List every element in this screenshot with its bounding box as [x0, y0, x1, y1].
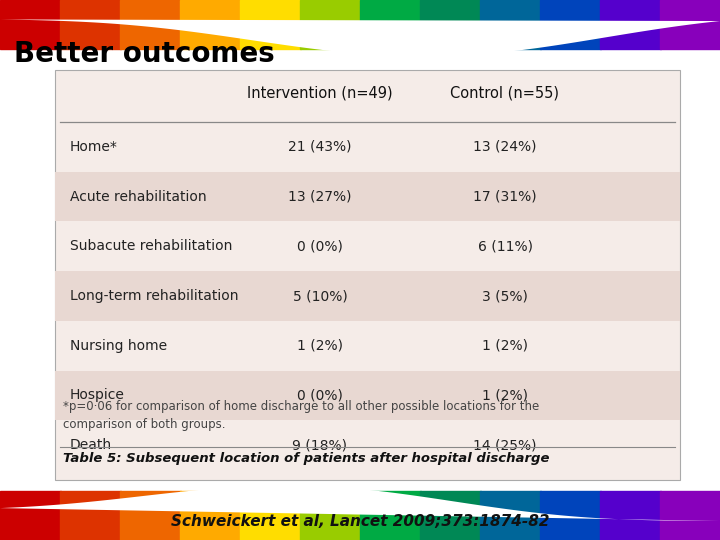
- Text: Schweickert et al, Lancet 2009;373:1874-82: Schweickert et al, Lancet 2009;373:1874-…: [171, 515, 549, 530]
- FancyBboxPatch shape: [55, 271, 680, 321]
- Text: 1 (2%): 1 (2%): [297, 339, 343, 353]
- Text: 6 (11%): 6 (11%): [477, 239, 533, 253]
- Text: Better outcomes: Better outcomes: [14, 40, 275, 68]
- Text: 5 (10%): 5 (10%): [292, 289, 347, 303]
- Text: Table 5: Subsequent location of patients after hospital discharge: Table 5: Subsequent location of patients…: [63, 452, 549, 465]
- Text: Death: Death: [70, 438, 112, 452]
- Text: 21 (43%): 21 (43%): [288, 140, 352, 154]
- Text: Hospice: Hospice: [70, 388, 125, 402]
- Text: 17 (31%): 17 (31%): [473, 190, 537, 204]
- Text: 1 (2%): 1 (2%): [482, 339, 528, 353]
- Text: Nursing home: Nursing home: [70, 339, 167, 353]
- Text: 1 (2%): 1 (2%): [482, 388, 528, 402]
- Text: Intervention (n=49): Intervention (n=49): [247, 86, 393, 101]
- FancyBboxPatch shape: [55, 70, 680, 480]
- Text: 13 (24%): 13 (24%): [473, 140, 536, 154]
- Text: Control (n=55): Control (n=55): [451, 86, 559, 101]
- Text: Home*: Home*: [70, 140, 118, 154]
- Text: 13 (27%): 13 (27%): [288, 190, 352, 204]
- Text: *p=0·06 for comparison of home discharge to all other possible locations for the: *p=0·06 for comparison of home discharge…: [63, 400, 539, 431]
- Text: 3 (5%): 3 (5%): [482, 289, 528, 303]
- Text: Long-term rehabilitation: Long-term rehabilitation: [70, 289, 238, 303]
- Text: 9 (18%): 9 (18%): [292, 438, 348, 452]
- FancyBboxPatch shape: [55, 172, 680, 221]
- Text: 0 (0%): 0 (0%): [297, 388, 343, 402]
- Text: 0 (0%): 0 (0%): [297, 239, 343, 253]
- FancyBboxPatch shape: [55, 370, 680, 420]
- Text: Acute rehabilitation: Acute rehabilitation: [70, 190, 207, 204]
- Text: Subacute rehabilitation: Subacute rehabilitation: [70, 239, 233, 253]
- Text: 14 (25%): 14 (25%): [473, 438, 536, 452]
